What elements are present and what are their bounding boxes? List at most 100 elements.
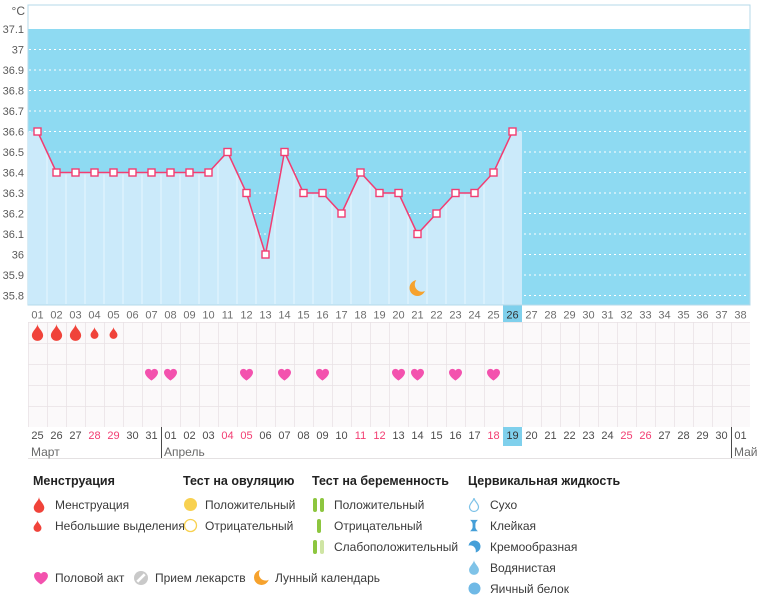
cycle-day-13[interactable]: 13 — [259, 310, 271, 322]
temp-point-day-20[interactable] — [394, 188, 403, 198]
intercourse-marker-day-20[interactable] — [389, 364, 408, 385]
intercourse-marker-day-21[interactable] — [408, 364, 427, 385]
menstruation-marker-day-3[interactable] — [66, 322, 85, 343]
temp-point-day-3[interactable] — [71, 168, 80, 177]
temp-point-day-21[interactable] — [413, 229, 422, 239]
moon-icon[interactable] — [409, 280, 426, 296]
cycle-day-10[interactable]: 10 — [202, 310, 214, 322]
legend-item: Яичный белок — [468, 578, 620, 595]
moon-icon — [253, 569, 275, 586]
legend-ovulation-test: Тест на овуляцию Положительный Отрицател… — [183, 474, 295, 536]
temp-point-day-25[interactable] — [489, 168, 498, 177]
intercourse-marker-day-14[interactable] — [275, 364, 294, 385]
cycle-day-35[interactable]: 35 — [677, 310, 689, 322]
temp-point-day-11[interactable] — [223, 147, 232, 157]
temp-point-day-2[interactable] — [52, 168, 61, 177]
temp-point-day-10[interactable] — [204, 168, 213, 177]
intercourse-marker-day-8[interactable] — [161, 364, 180, 385]
cycle-day-25[interactable]: 25 — [487, 310, 499, 322]
menstruation-marker-day-1[interactable] — [28, 322, 47, 343]
cycle-day-15[interactable]: 15 — [297, 310, 309, 322]
cycle-day-20[interactable]: 20 — [392, 310, 404, 322]
cycle-day-37[interactable]: 37 — [715, 310, 727, 322]
temp-point-day-1[interactable] — [33, 127, 42, 136]
cycle-day-21[interactable]: 21 — [411, 310, 423, 322]
cycle-day-05[interactable]: 05 — [107, 310, 119, 322]
intercourse-marker-day-12[interactable] — [237, 364, 256, 385]
cycle-day-07[interactable]: 07 — [145, 310, 157, 322]
menstruation-marker-day-2[interactable] — [47, 322, 66, 343]
cycle-day-23[interactable]: 23 — [449, 310, 461, 322]
cycle-day-36[interactable]: 36 — [696, 310, 708, 322]
date-Апрель-28: 28 — [677, 430, 690, 442]
month-label: Март — [31, 445, 60, 459]
cycle-day-19[interactable]: 19 — [373, 310, 385, 322]
cycle-day-08[interactable]: 08 — [164, 310, 176, 322]
temp-point-day-24[interactable] — [470, 188, 479, 198]
cycle-day-14[interactable]: 14 — [278, 310, 290, 322]
legend-title: Цервикальная жидкость — [468, 474, 621, 488]
cycle-day-02[interactable]: 02 — [50, 310, 62, 322]
cycle-day-24[interactable]: 24 — [468, 310, 480, 322]
legend-title: Менструация — [33, 474, 115, 488]
cycle-day-09[interactable]: 09 — [183, 310, 195, 322]
legend-item: Отрицательный — [312, 515, 458, 536]
cycle-day-04[interactable]: 04 — [88, 310, 100, 322]
menstruation-marker-day-5[interactable] — [104, 322, 123, 343]
temp-point-day-16[interactable] — [318, 188, 327, 198]
temp-point-day-8[interactable] — [166, 168, 175, 177]
cycle-day-17[interactable]: 17 — [335, 310, 347, 322]
cycle-day-26[interactable]: 26 — [506, 310, 518, 322]
cycle-day-18[interactable]: 18 — [354, 310, 366, 322]
droplet-outline-icon — [468, 497, 490, 512]
intercourse-marker-day-7[interactable] — [142, 364, 161, 385]
cycle-day-34[interactable]: 34 — [658, 310, 670, 322]
temp-point-day-14[interactable] — [280, 147, 289, 157]
bbt-chart[interactable]: °C 37.1 37 36.9 36.8 36.7 36.6 36.5 36.4 36.3 36.2… — [0, 0, 758, 325]
intercourse-marker-day-23[interactable] — [446, 364, 465, 385]
temp-point-day-5[interactable] — [109, 168, 118, 177]
temp-point-day-18[interactable] — [356, 168, 365, 177]
temp-point-day-4[interactable] — [90, 168, 99, 177]
cycle-day-12[interactable]: 12 — [240, 310, 252, 322]
cycle-day-33[interactable]: 33 — [639, 310, 651, 322]
date-Апрель-08: 08 — [297, 430, 310, 442]
cycle-day-11[interactable]: 11 — [222, 310, 233, 322]
temp-point-day-22[interactable] — [432, 209, 441, 218]
legend-item-label: Лунный календарь — [275, 570, 381, 585]
cycle-day-16[interactable]: 16 — [316, 310, 328, 322]
legend-item-label: Слабоположительный — [334, 539, 459, 554]
temp-point-day-15[interactable] — [299, 188, 308, 198]
cycle-day-22[interactable]: 22 — [430, 310, 442, 322]
date-Апрель-12: 12 — [373, 430, 386, 442]
cycle-day-30[interactable]: 30 — [582, 310, 594, 322]
temp-point-day-23[interactable] — [451, 188, 460, 198]
temp-point-day-17[interactable] — [337, 209, 346, 218]
cycle-day-38[interactable]: 38 — [734, 310, 746, 322]
cycle-day-28[interactable]: 28 — [544, 310, 556, 322]
cycle-day-29[interactable]: 29 — [563, 310, 575, 322]
temp-point-day-6[interactable] — [128, 168, 137, 177]
temp-point-day-26[interactable] — [508, 127, 517, 136]
temp-point-day-13[interactable] — [261, 250, 270, 259]
temp-point-day-19[interactable] — [375, 188, 384, 198]
cycle-day-27[interactable]: 27 — [525, 310, 537, 322]
intercourse-marker-day-16[interactable] — [313, 364, 332, 385]
symptom-grid[interactable] — [28, 322, 750, 427]
cycle-day-31[interactable]: 31 — [601, 310, 613, 322]
temp-point-day-7[interactable] — [147, 168, 156, 177]
blue-circle-icon — [468, 582, 490, 595]
one-green-bar-icon — [312, 518, 334, 534]
cycle-day-32[interactable]: 32 — [620, 310, 632, 322]
date-Апрель-21: 21 — [544, 430, 557, 442]
cycle-day-01[interactable]: 01 — [31, 310, 43, 322]
temp-point-day-9[interactable] — [185, 168, 194, 177]
temp-point-day-12[interactable] — [242, 188, 251, 198]
menstruation-marker-day-4[interactable] — [85, 322, 104, 343]
cycle-day-03[interactable]: 03 — [69, 310, 81, 322]
y-tick-label: 36.7 — [3, 106, 24, 118]
cycle-day-06[interactable]: 06 — [126, 310, 138, 322]
y-tick-label: 36 — [12, 250, 24, 262]
intercourse-marker-day-25[interactable] — [484, 364, 503, 385]
date-Апрель-07: 07 — [278, 430, 291, 442]
